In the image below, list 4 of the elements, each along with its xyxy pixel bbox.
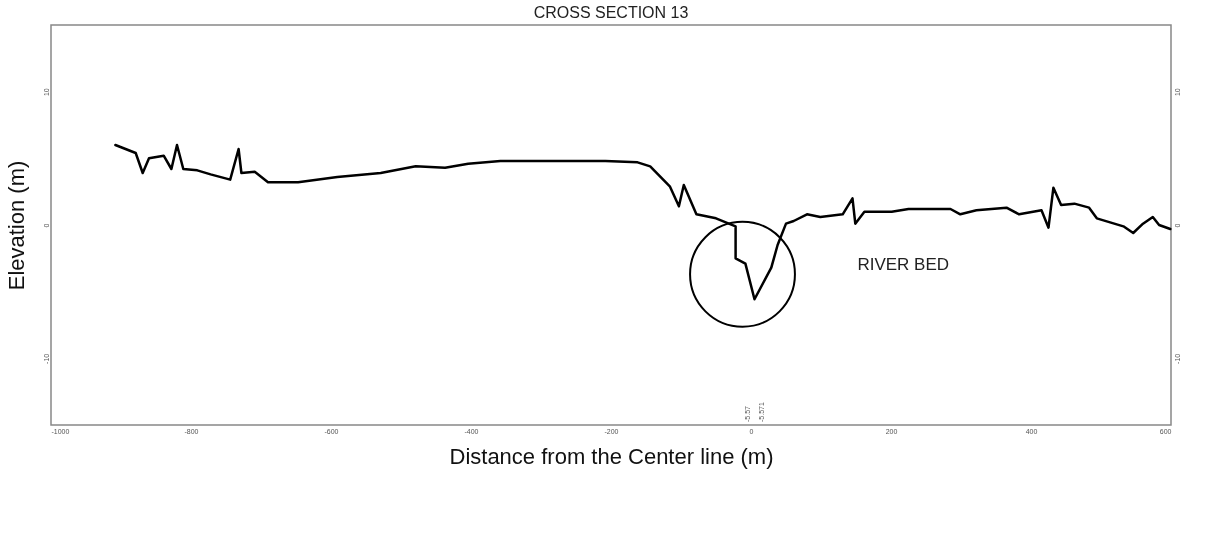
x-axis-title: Distance from the Center line (m) — [449, 443, 774, 469]
chart-title: CROSS SECTION 13 — [533, 4, 689, 21]
y-axis-title: Elevation (m) — [3, 160, 29, 291]
annotation: RIVER BED — [857, 255, 950, 274]
